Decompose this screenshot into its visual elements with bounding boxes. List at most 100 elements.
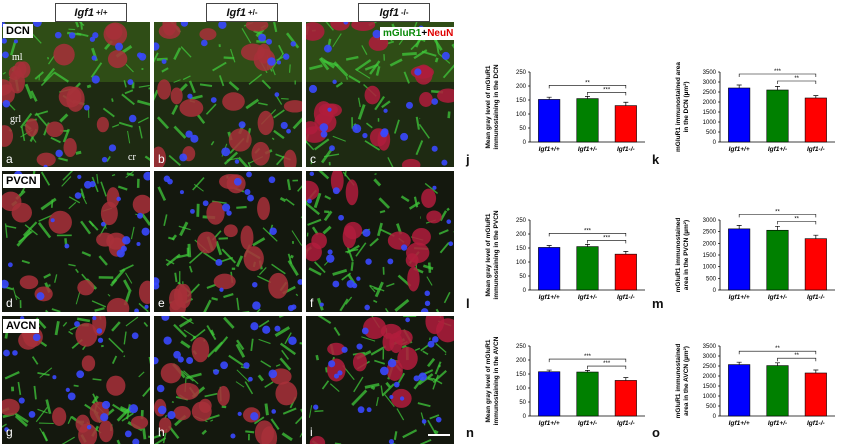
error-bar: [737, 85, 742, 88]
micrograph-panel: [306, 22, 454, 167]
error-bar: [813, 235, 818, 239]
category-label: Igf1+/-: [768, 420, 787, 427]
error-bar: [813, 96, 818, 98]
layer-label-grl: grl: [10, 114, 21, 125]
column-header-ko: Igf1-/-: [358, 3, 430, 22]
bar: [805, 98, 826, 142]
category-label: Igf1+/+: [729, 294, 750, 301]
y-tick-label: 1500: [703, 253, 717, 259]
y-tick-label: 500: [706, 404, 717, 410]
significance-label: **: [775, 346, 780, 352]
y-tick-label: 3500: [703, 344, 717, 350]
bar: [615, 106, 636, 142]
y-tick-label: 2000: [703, 100, 717, 106]
panel-letter-d: d: [6, 296, 13, 310]
micrograph-panel: [306, 171, 454, 312]
y-tick-label: 50: [519, 126, 526, 132]
error-bar: [585, 244, 590, 246]
y-tick-label: 250: [516, 344, 527, 350]
category-label: Igf1+/-: [578, 294, 597, 301]
error-bar: [775, 86, 780, 90]
chart-letter-o: o: [652, 425, 660, 440]
y-axis-label: mGluR1 immunostained areain the DCN (µm²…: [675, 62, 690, 152]
column-header-het-base: Igf1: [226, 7, 246, 19]
scale-bar: [428, 434, 450, 436]
column-header-het-sup: +/-: [248, 8, 258, 17]
chart-n: Mean gray level of mGluR1immunostaining …: [470, 332, 660, 442]
significance-label: ***: [584, 228, 592, 234]
category-label: Igf1+/+: [729, 420, 750, 427]
y-tick-label: 1500: [703, 110, 717, 116]
y-tick-label: 1000: [703, 120, 717, 126]
category-label: Igf1-/-: [617, 294, 635, 301]
y-axis-label: mGluR1 immunostainedarea in the PVCN (µm…: [675, 218, 690, 293]
chart-svg: mGluR1 immunostained areain the DCN (µm²…: [660, 58, 850, 168]
category-label: Igf1-/-: [807, 420, 825, 427]
category-label: Igf1+/-: [768, 294, 787, 301]
error-bar: [737, 362, 742, 364]
y-axis-label: Mean gray level of mGluR1immunostaining …: [485, 336, 500, 425]
y-tick-label: 200: [516, 358, 527, 364]
panel-letter-i: i: [310, 425, 313, 439]
significance-label: **: [794, 353, 799, 359]
y-tick-label: 0: [713, 288, 717, 294]
category-label: Igf1-/-: [617, 420, 635, 427]
chart-svg: mGluR1 immunostainedarea in the AVCN (µm…: [660, 332, 850, 442]
category-label: Igf1+/-: [578, 146, 597, 153]
column-header-het: Igf1+/-: [206, 3, 278, 22]
y-tick-label: 1000: [703, 265, 717, 271]
chart-letter-m: m: [652, 296, 664, 311]
y-tick-label: 2500: [703, 364, 717, 370]
stain-legend-neun: NeuN: [427, 28, 453, 39]
y-tick-label: 500: [706, 130, 717, 136]
chart-letter-n: n: [466, 425, 474, 440]
row-label-dcn: DCN: [3, 24, 33, 38]
chart-letter-k: k: [652, 152, 659, 167]
stain-legend: mGluR1+NeuN: [380, 27, 456, 40]
micrograph-image: [306, 316, 454, 444]
micrograph-panel: [2, 171, 150, 312]
layer-label-cr: cr: [128, 152, 136, 163]
y-tick-label: 0: [713, 140, 717, 146]
significance-label: **: [775, 209, 780, 215]
y-tick-label: 200: [516, 84, 527, 90]
panel-letter-f: f: [310, 296, 313, 310]
y-tick-label: 50: [519, 400, 526, 406]
error-bar: [775, 363, 780, 366]
category-label: Igf1-/-: [617, 146, 635, 153]
bar: [728, 88, 749, 142]
y-tick-label: 3000: [703, 80, 717, 86]
bar: [615, 254, 636, 290]
micrograph-image: [2, 316, 150, 444]
y-tick-label: 150: [516, 372, 527, 378]
bar: [805, 239, 826, 290]
bar: [577, 247, 598, 290]
micrograph-panel: [306, 316, 454, 444]
bar: [805, 373, 826, 416]
y-tick-label: 3000: [703, 354, 717, 360]
bar: [615, 380, 636, 416]
bar: [538, 247, 559, 290]
chart-j: Mean gray level of mGluR1immunostaining …: [470, 58, 660, 168]
error-bar: [737, 225, 742, 229]
micrograph-panel: [2, 316, 150, 444]
chart-m: mGluR1 immunostainedarea in the PVCN (µm…: [660, 206, 850, 316]
layer-label-ml: ml: [12, 52, 23, 63]
y-tick-label: 250: [516, 70, 527, 76]
y-tick-label: 2000: [703, 241, 717, 247]
chart-k: mGluR1 immunostained areain the DCN (µm²…: [660, 58, 850, 168]
y-tick-label: 500: [706, 276, 717, 282]
chart-letter-l: l: [466, 296, 470, 311]
error-bar: [585, 96, 590, 98]
micrograph-image: [2, 22, 150, 167]
bar: [577, 372, 598, 416]
significance-label: ***: [774, 69, 782, 75]
category-label: Igf1+/+: [729, 146, 750, 153]
error-bar: [623, 251, 628, 254]
chart-svg: mGluR1 immunostainedarea in the PVCN (µm…: [660, 206, 850, 316]
significance-label: ***: [603, 361, 611, 367]
panel-letter-e: e: [158, 296, 165, 310]
y-tick-label: 0: [713, 414, 717, 420]
error-bar: [547, 97, 552, 99]
micrograph-image: [154, 22, 302, 167]
